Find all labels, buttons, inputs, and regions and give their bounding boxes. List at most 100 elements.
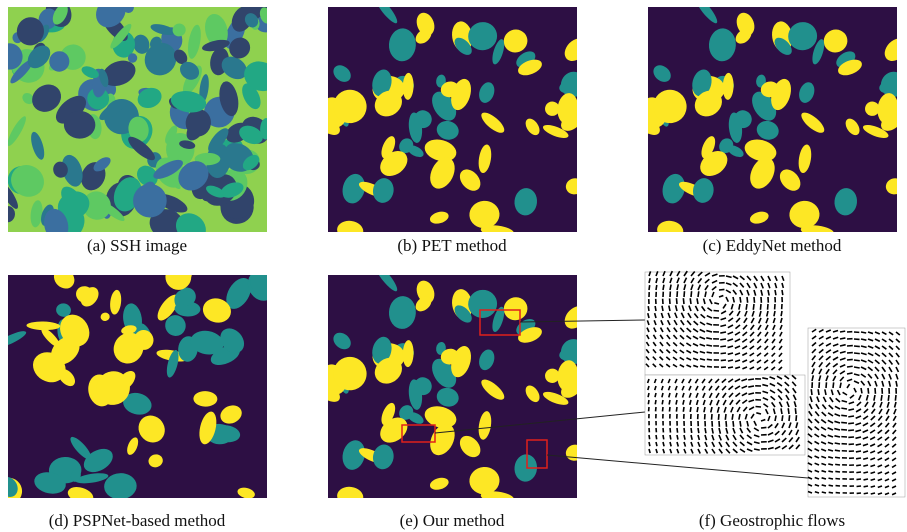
flow-vector bbox=[835, 471, 840, 472]
panel-image bbox=[633, 0, 907, 242]
flow-vector bbox=[676, 400, 677, 405]
flow-vector bbox=[649, 435, 650, 439]
flow-vector bbox=[864, 479, 868, 480]
flow-vector bbox=[822, 492, 826, 493]
flow-vector bbox=[840, 383, 841, 388]
flow-vector bbox=[669, 407, 670, 412]
caption: (a) SSH image bbox=[87, 236, 187, 255]
flow-vector bbox=[691, 428, 692, 433]
flow-vector bbox=[775, 290, 776, 295]
flow-vector bbox=[835, 464, 840, 465]
flow-vector bbox=[835, 450, 840, 451]
flow-vector bbox=[746, 304, 747, 310]
flow-vector bbox=[811, 389, 812, 395]
flow-vector bbox=[840, 338, 845, 339]
flow-vector bbox=[747, 297, 748, 303]
flow-vector bbox=[848, 430, 854, 431]
flow-vector bbox=[648, 386, 649, 390]
caption: (f) Geostrophic flows bbox=[699, 511, 845, 530]
caption: (c) EddyNet method bbox=[703, 236, 842, 255]
flow-vector bbox=[698, 291, 699, 297]
flow-vector bbox=[656, 435, 657, 439]
flow-vector bbox=[861, 332, 866, 333]
caption: (b) PET method bbox=[397, 236, 507, 255]
flow-vector bbox=[684, 428, 685, 433]
flow-vector bbox=[670, 442, 671, 446]
flow-vector bbox=[712, 428, 713, 434]
flow-vector bbox=[700, 366, 705, 367]
flow-vector bbox=[871, 493, 875, 494]
flow-vector bbox=[854, 346, 860, 347]
flow-vector bbox=[728, 367, 733, 368]
flow-vector bbox=[683, 400, 684, 405]
flow-vector bbox=[714, 303, 719, 304]
flow-vector bbox=[740, 421, 741, 427]
flow-vector bbox=[795, 408, 796, 414]
flow-vector bbox=[676, 407, 677, 412]
flow-vector bbox=[748, 379, 754, 380]
flow-vector bbox=[822, 485, 826, 486]
flow-vector bbox=[863, 465, 868, 466]
flow-vector bbox=[847, 359, 853, 360]
flow-vector bbox=[719, 289, 724, 290]
figure: (a) SSH image (b) PET method (c) EddyNet… bbox=[0, 0, 907, 532]
flow-vector bbox=[721, 360, 726, 361]
flow-vector bbox=[841, 408, 847, 409]
flow-vector bbox=[760, 304, 761, 310]
panel-image bbox=[313, 262, 592, 508]
flow-vector bbox=[648, 393, 649, 397]
panel-image bbox=[0, 0, 282, 248]
flow-vector bbox=[756, 413, 761, 414]
flow-vector bbox=[662, 306, 663, 311]
flow-vector bbox=[648, 306, 649, 311]
flow-vector bbox=[856, 465, 861, 466]
flow-vector bbox=[835, 457, 840, 458]
flow-vector bbox=[895, 395, 896, 401]
flow-vector bbox=[754, 449, 760, 450]
flow-vector bbox=[656, 285, 657, 290]
flow-vector bbox=[857, 486, 861, 487]
flow-vector bbox=[697, 298, 698, 304]
flow-vector bbox=[677, 428, 678, 433]
flow-vector bbox=[720, 339, 726, 340]
flow-vector bbox=[733, 421, 734, 427]
flow-vector bbox=[781, 408, 782, 414]
flow-vector bbox=[707, 352, 712, 353]
panel-image bbox=[0, 260, 280, 508]
flow-vector bbox=[856, 458, 861, 459]
flow-vector bbox=[854, 353, 860, 354]
flow-vector bbox=[663, 442, 664, 446]
flow-vector bbox=[649, 449, 650, 453]
flow-vector bbox=[740, 297, 741, 303]
flow-vector bbox=[818, 389, 819, 395]
flow-vector bbox=[864, 493, 868, 494]
flow-vector bbox=[856, 479, 861, 480]
flow-vector bbox=[721, 353, 726, 354]
flow-vector bbox=[690, 407, 691, 412]
flow-vector bbox=[874, 395, 875, 401]
flow-vector bbox=[856, 472, 861, 473]
flow-vector bbox=[835, 443, 840, 444]
flow-vector bbox=[670, 285, 671, 290]
flow-vector bbox=[662, 393, 663, 397]
flow-vector bbox=[782, 290, 783, 295]
flow-vector bbox=[829, 492, 833, 493]
flow-vector bbox=[704, 407, 705, 412]
flow-vector bbox=[847, 366, 853, 367]
flow-vector bbox=[833, 382, 834, 388]
flow-vector bbox=[655, 393, 656, 397]
flow-vector bbox=[841, 415, 847, 416]
flow-vector bbox=[655, 306, 656, 311]
flow-vector bbox=[705, 428, 706, 433]
flow-vector bbox=[863, 472, 868, 473]
flow-vector bbox=[775, 415, 776, 421]
flow-vector bbox=[718, 414, 719, 420]
flow-vector bbox=[871, 486, 875, 487]
flow-vector bbox=[663, 435, 664, 439]
flow-vector bbox=[649, 278, 650, 283]
flow-vector bbox=[854, 360, 860, 361]
flow-vector bbox=[739, 414, 740, 420]
flow-vector bbox=[788, 408, 789, 414]
panel-image bbox=[313, 0, 592, 242]
flow-vector bbox=[662, 400, 663, 404]
